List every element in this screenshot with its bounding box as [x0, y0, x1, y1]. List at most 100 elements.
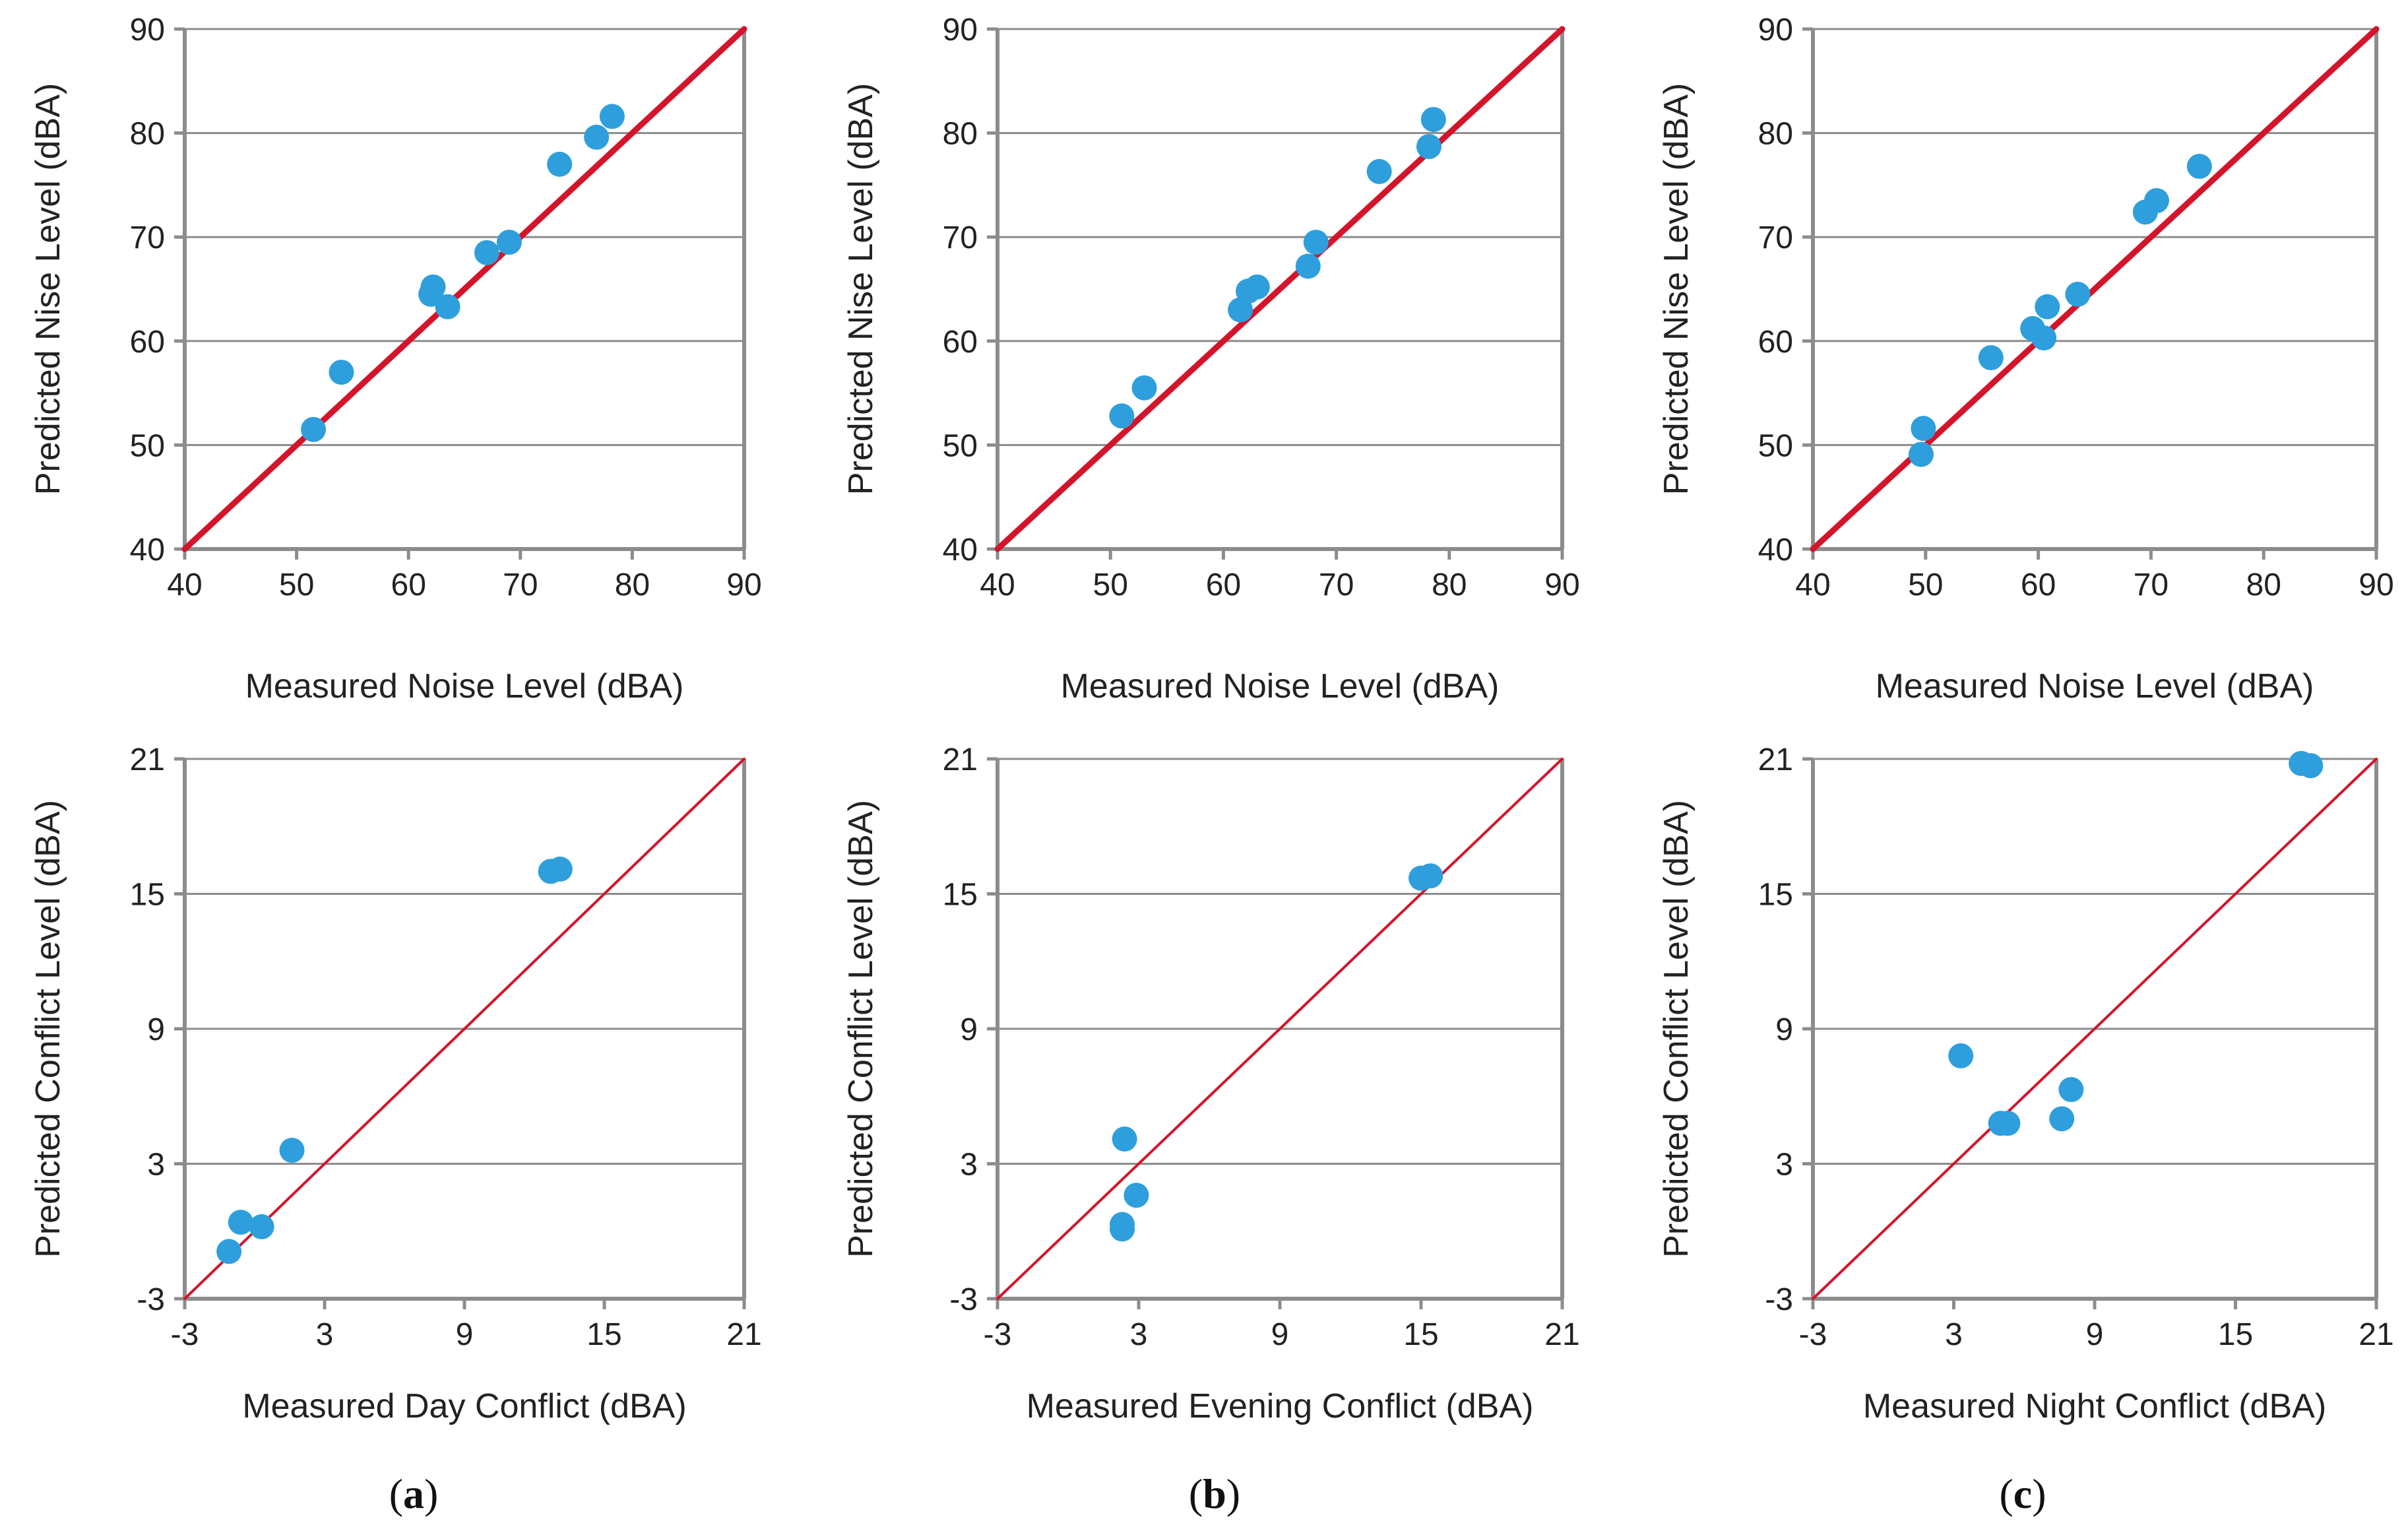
data-point — [216, 1239, 242, 1264]
y-tick-label: 70 — [130, 220, 165, 255]
x-tick-label: 70 — [2134, 568, 2169, 603]
data-point — [2143, 188, 2169, 214]
y-tick-label: 80 — [943, 117, 978, 152]
y-tick-label: 60 — [943, 325, 978, 360]
x-tick-label: 9 — [2086, 1317, 2104, 1352]
data-point — [1995, 1111, 2021, 1136]
data-point — [1124, 1183, 1149, 1208]
data-point — [1418, 863, 1443, 889]
y-tick-label: 40 — [1758, 533, 1793, 568]
x-tick-label: 60 — [1206, 568, 1241, 603]
x-tick-label: -3 — [1799, 1317, 1827, 1352]
x-axis-title: Measured Noise Level (dBA) — [1876, 667, 2314, 705]
panel-label-c: (c) — [1999, 1470, 2046, 1517]
x-tick-label: 40 — [1795, 568, 1830, 603]
x-tick-label: 70 — [1319, 568, 1354, 603]
x-tick-label: 21 — [2359, 1317, 2393, 1352]
data-point — [249, 1214, 274, 1239]
x-tick-label: 60 — [2021, 568, 2056, 603]
y-tick-label: 3 — [1775, 1148, 1793, 1183]
data-point — [1420, 107, 1446, 133]
y-tick-label: -3 — [1765, 1282, 1793, 1317]
y-tick-label: 9 — [147, 1012, 165, 1047]
y-tick-label: 50 — [130, 428, 165, 463]
data-point — [1366, 158, 1392, 184]
y-tick-label: 90 — [943, 13, 978, 48]
y-tick-label: 3 — [960, 1148, 978, 1183]
x-tick-label: 60 — [391, 568, 426, 603]
x-tick-label: 40 — [167, 568, 202, 603]
data-point — [435, 294, 460, 319]
y-axis-title: Predicted Nise Level (dBA) — [29, 83, 67, 495]
y-tick-label: 15 — [130, 878, 165, 913]
reference-line — [1812, 758, 2378, 1300]
chart-panel-5: -3 3 9 15 21 -3 3 9 15 21 Measured Evening Conflic… — [842, 742, 1580, 1425]
data-point — [2298, 753, 2324, 779]
data-point — [1978, 345, 2004, 371]
y-axis-title: Predicted Conflict Level (dBA) — [1657, 800, 1695, 1258]
x-tick-label: 3 — [1945, 1317, 1963, 1352]
data-point — [2186, 154, 2212, 179]
reference-line — [181, 26, 747, 552]
data-point — [2049, 1106, 2075, 1132]
x-tick-label: 15 — [1403, 1317, 1438, 1352]
panel-label-a: (a) — [389, 1470, 439, 1517]
y-axis-title: Predicted Nise Level (dBA) — [1657, 83, 1695, 495]
y-tick-label: 15 — [943, 878, 978, 913]
x-tick-label: 40 — [980, 568, 1015, 603]
x-tick-label: 15 — [586, 1317, 621, 1352]
x-tick-label: 15 — [2218, 1317, 2253, 1352]
y-axis-title: Predicted Conflict Level (dBA) — [842, 800, 880, 1258]
x-tick-label: 90 — [1544, 568, 1579, 603]
data-point — [2035, 294, 2060, 319]
data-point — [547, 151, 573, 177]
chart-panel-6: -3 3 9 15 21 -3 3 9 15 21 Measured Night Conflict … — [1657, 742, 2394, 1425]
y-tick-label: -3 — [949, 1282, 978, 1317]
x-tick-label: 21 — [726, 1317, 761, 1352]
data-point — [1110, 1212, 1135, 1237]
data-point — [1303, 230, 1329, 255]
chart-panel-3: 40 50 60 70 80 90 40 50 60 70 80 90 Measured Noise L… — [1657, 13, 2394, 705]
y-tick-label: 50 — [1758, 428, 1793, 463]
x-axis-title: Measured Noise Level (dBA) — [1061, 667, 1500, 705]
data-point — [2031, 325, 2057, 351]
y-tick-label: 9 — [960, 1012, 978, 1047]
y-tick-label: 80 — [1758, 117, 1793, 152]
x-tick-label: 50 — [1093, 568, 1128, 603]
data-point — [1416, 134, 1442, 160]
data-point — [1228, 297, 1253, 323]
y-tick-label: 70 — [943, 220, 978, 255]
y-tick-label: 40 — [130, 533, 165, 568]
x-tick-label: 50 — [1908, 568, 1943, 603]
data-point — [474, 240, 499, 265]
data-point — [1911, 416, 1936, 441]
panel-label-b: (b) — [1189, 1470, 1240, 1517]
x-axis-title: Measured Noise Level (dBA) — [245, 667, 684, 705]
y-tick-label: 60 — [1758, 325, 1793, 360]
chart-panel-4: -3 3 9 15 21 -3 3 9 15 21 Measured Day Conflict (d… — [29, 742, 762, 1425]
x-tick-label: 80 — [2246, 568, 2281, 603]
x-tick-label: 50 — [279, 568, 314, 603]
y-tick-label: 80 — [130, 117, 165, 152]
data-point — [1295, 253, 1321, 279]
y-tick-label: 50 — [943, 428, 978, 463]
y-tick-label: 3 — [147, 1148, 165, 1183]
x-axis-title: Measured Night Conflict (dBA) — [1863, 1387, 2326, 1425]
y-tick-label: 9 — [1775, 1012, 1793, 1047]
data-point — [1908, 441, 1934, 467]
data-point — [1948, 1043, 1974, 1068]
y-tick-label: 21 — [130, 742, 165, 777]
reference-line — [183, 758, 745, 1300]
x-axis-title: Measured Day Conflict (dBA) — [242, 1387, 686, 1425]
x-tick-label: 90 — [726, 568, 761, 603]
data-point — [1112, 1126, 1137, 1152]
data-point — [279, 1138, 305, 1163]
x-tick-label: -3 — [984, 1317, 1012, 1352]
data-point — [2058, 1077, 2084, 1103]
x-tick-label: 80 — [1432, 568, 1467, 603]
data-point — [584, 124, 610, 150]
y-tick-label: 21 — [943, 742, 978, 777]
y-axis-title: Predicted Nise Level (dBA) — [842, 83, 880, 495]
y-tick-label: 60 — [130, 325, 165, 360]
